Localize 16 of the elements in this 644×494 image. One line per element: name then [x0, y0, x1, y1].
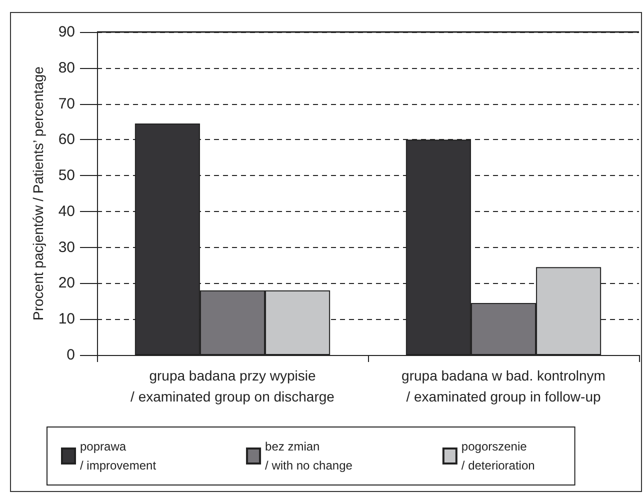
- legend-label: poprawa / improvement: [80, 440, 157, 472]
- y-tick-label: 70: [58, 95, 75, 112]
- y-tick-label: 0: [66, 346, 75, 364]
- y-tick-label: 90: [58, 24, 75, 40]
- y-tick-label: 60: [58, 131, 75, 148]
- y-tick-label: 30: [58, 238, 75, 256]
- y-axis-title: Procent pacjentów / Patients’ percentage: [30, 66, 46, 320]
- legend-label: pogorszenie / deterioration: [461, 440, 535, 472]
- legend-label: bez zmian / with no change: [265, 440, 353, 472]
- x-tick-label: grupa badana przy wypisie / examinated group on discharge: [130, 368, 335, 404]
- x-tick-label: grupa badana w bad. kontrolnym / examinated group in follow-up: [402, 368, 606, 404]
- y-tick-label: 40: [58, 202, 75, 220]
- y-tick-label: 50: [58, 167, 75, 184]
- y-tick-label: 10: [58, 310, 75, 328]
- y-tick-label: 20: [58, 274, 75, 292]
- y-tick-label: 80: [58, 59, 75, 76]
